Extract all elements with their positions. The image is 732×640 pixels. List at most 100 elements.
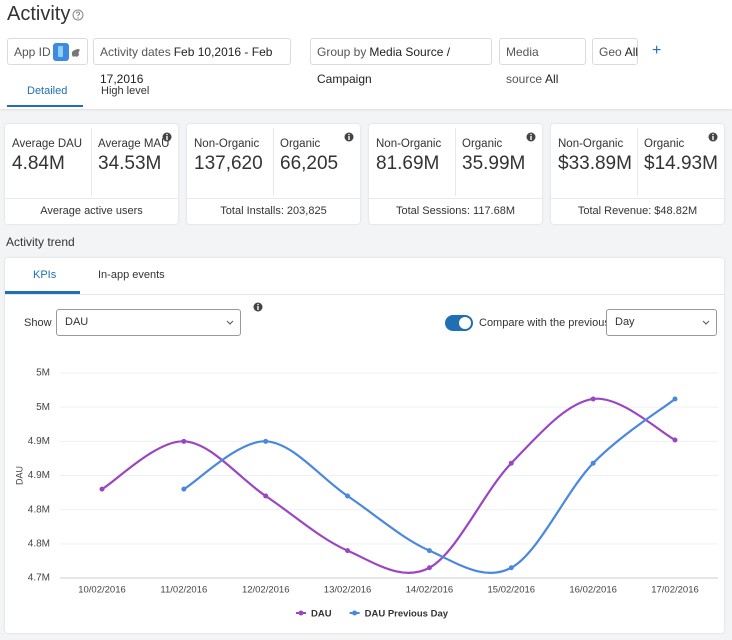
metric-select-value: DAU [65,316,89,328]
metric-value: 81.69M [376,153,440,174]
x-tick-label: 10/02/2016 [78,585,126,596]
data-point [345,548,351,554]
metric-value: 137,620 [194,153,263,174]
metric-select[interactable]: DAU [56,309,241,336]
card-divider [637,128,638,196]
chart-tab[interactable]: KPIs [33,269,57,281]
tab[interactable]: High level [101,85,150,97]
legend-label: DAU [311,609,332,620]
info-icon[interactable] [162,132,172,142]
series-line [183,398,676,574]
filter-value: All [624,45,639,59]
filter[interactable]: Geo All [592,38,638,65]
compare-toggle[interactable] [445,315,473,331]
metric-label: Organic [462,138,503,150]
metric-value: 35.99M [462,153,526,174]
metric-label: Organic [280,138,321,150]
period-select[interactable]: Day [606,309,717,336]
data-point [590,460,596,466]
filter[interactable]: Group by Media Source / Campaign [310,38,492,86]
metric-value: $33.89M [558,153,632,174]
filter-value: All [545,72,559,86]
metric-label: Average DAU [12,138,83,150]
help-icon[interactable] [72,9,84,21]
legend-label: DAU Previous Day [365,609,449,620]
filter[interactable]: Activity dates Feb 10,2016 - Feb 17,2016 [93,38,291,86]
period-select-value: Day [615,316,635,328]
x-tick-label: 13/02/2016 [324,585,372,596]
data-point [590,396,596,402]
metric-value: 66,205 [280,153,339,174]
card-footer: Average active users [40,205,143,217]
kpi-card: Non-Organic 81.69M Organic 35.99M Total Sess… [369,124,542,224]
y-tick-label: 4.7M [28,573,50,584]
data-point [263,438,269,444]
filter-label: Activity dates [100,45,171,59]
card-rule [187,198,360,199]
filter-value: Feb 10,2016 - Feb 17,2016 [100,45,273,86]
series-line [101,397,676,574]
metric-label: Non-Organic [376,138,442,150]
card-rule [5,198,178,199]
legend-dot [298,610,304,616]
data-point [672,437,678,443]
card-divider [455,128,456,196]
y-tick-label: 4.9M [28,470,50,481]
tab-underline [7,105,83,107]
compare-label: Compare with the previous [479,317,610,329]
filter-label: Media source [506,45,543,86]
filter-value: Media Source / Campaign [317,45,451,86]
card-footer: Total Revenue: $48.82M [577,205,698,217]
chart-tab[interactable]: In-app events [98,269,165,281]
card-divider [273,128,274,196]
filter[interactable]: Media source All [499,38,586,86]
metric-label: Non-Organic [558,138,624,150]
y-tick-label: 4.8M [28,504,50,515]
filter-label: Group by [317,45,367,59]
add-filter[interactable]: + [652,42,662,59]
x-tick-label: 17/02/2016 [651,585,699,596]
x-tick-label: 14/02/2016 [406,585,454,596]
divider [5,294,724,295]
kpi-card: Average DAU 4.84M Average MAU 34.53M Average… [5,124,178,224]
y-tick-label: 5M [36,368,50,379]
y-axis-label: DAU [14,466,24,485]
x-tick-label: 15/02/2016 [488,585,536,596]
metric-value: $14.93M [644,153,718,174]
data-point [99,486,105,492]
kpi-card: Non-Organic 137,620 Organic 66,205 Total Ins… [187,124,360,224]
page-title: Activity [7,3,71,25]
metric-label: Non-Organic [194,138,260,150]
card-footer: Total Sessions: 117.68M [395,205,516,217]
card-rule [551,198,724,199]
x-tick-label: 11/02/2016 [160,585,207,596]
data-point [426,565,432,571]
data-point [263,493,269,499]
info-icon[interactable] [708,132,718,142]
filter[interactable]: App ID [7,38,88,65]
y-tick-label: 4.9M [28,436,50,447]
data-point [672,396,678,402]
tab-underline [5,291,80,294]
metric-label: Organic [644,138,685,150]
data-point [181,486,187,492]
data-point [508,565,514,571]
data-point [181,438,187,444]
section-title: Activity trend [6,235,75,249]
metric-label: Average MAU [98,138,170,150]
legend-dot [352,610,358,616]
y-tick-label: 5M [36,402,50,413]
data-point [508,460,514,466]
app-icons [53,43,80,61]
data-point [345,493,351,499]
tab[interactable]: Detailed [27,85,68,97]
info-icon[interactable] [344,132,354,142]
card-divider [91,128,92,196]
info-icon[interactable] [526,132,536,142]
kpi-card: Non-Organic $33.89M Organic $14.93M Total Re… [551,124,724,224]
data-point [426,548,432,554]
info-icon[interactable] [253,302,263,312]
x-tick-label: 16/02/2016 [569,585,617,596]
